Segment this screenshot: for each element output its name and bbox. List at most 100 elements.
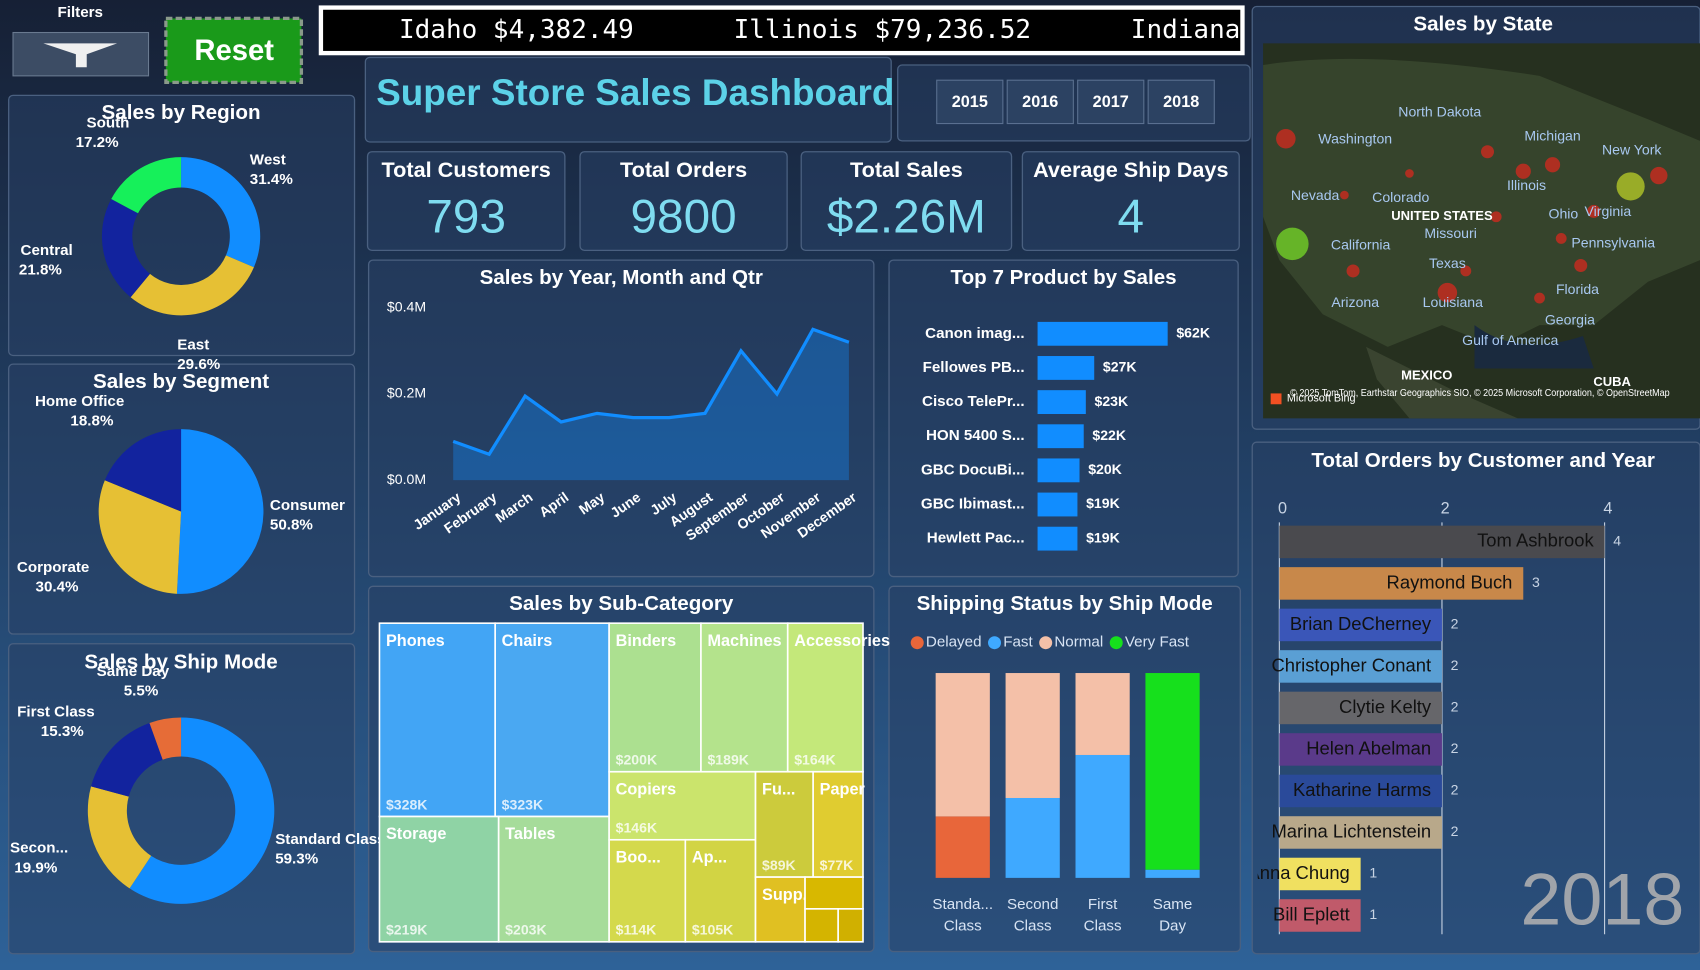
legend-label: Delayed [926, 634, 982, 651]
cell-label: Tables [505, 825, 555, 843]
map-label: Georgia [1545, 312, 1595, 328]
year-button[interactable] [1147, 79, 1215, 125]
slice-label: Consumer [270, 497, 345, 514]
data-label: 1 [1369, 865, 1377, 881]
map-label: Ohio [1549, 205, 1579, 221]
cell-value: $114K [616, 922, 658, 938]
slice [130, 255, 254, 316]
slice-value: 17.2% [76, 134, 120, 151]
slice-label: Standard Class [275, 831, 385, 848]
map-bubble [1405, 169, 1414, 178]
treemap-cell [700, 622, 789, 773]
data-label: 4 [1613, 533, 1621, 549]
kpi-card [1021, 151, 1240, 252]
map-provider: Microsoft Bing [1287, 393, 1356, 405]
year-label[interactable]: 2015 [952, 93, 988, 111]
bar [1279, 525, 1605, 559]
year-button[interactable] [936, 79, 1004, 125]
legend-label: Very Fast [1125, 634, 1190, 651]
x-tick-label: Same Day [1153, 896, 1193, 935]
bar-segment [1005, 797, 1060, 878]
ticker-item: Illinois $79,236.52 [734, 15, 1031, 45]
map-land [1366, 346, 1518, 419]
cell-label: Copiers [616, 780, 677, 798]
chart-title: Top 7 Product by Sales [951, 266, 1177, 289]
bar-label: Anna Chung [1247, 862, 1349, 883]
year-button[interactable] [1077, 79, 1145, 125]
map-label: Michigan [1524, 127, 1580, 143]
map-label: Virginia [1584, 203, 1631, 219]
slice-value: 15.3% [41, 723, 85, 740]
kpi-card [579, 151, 788, 252]
kpi-label: Total Sales [850, 157, 963, 182]
y-tick-label: GBC Ibimast... [921, 496, 1025, 513]
map-bubble [1587, 204, 1601, 218]
legend-label: Normal [1054, 634, 1103, 651]
bar-segment [1075, 673, 1130, 755]
slice [91, 722, 163, 797]
kpi-value: 4 [1118, 191, 1145, 244]
slice-label: East [177, 337, 209, 354]
bar-label: Marina Lichtenstein [1271, 820, 1431, 841]
bar-label: Helen Abelman [1306, 737, 1431, 758]
data-label: $22K [1092, 427, 1126, 443]
bar [1279, 567, 1524, 600]
data-label: $27K [1103, 359, 1137, 375]
bar-segment [1145, 869, 1200, 878]
slice-value: 31.4% [250, 171, 294, 188]
slice-value: 19.9% [14, 859, 58, 876]
chart-title: Sales by Year, Month and Qtr [480, 266, 763, 289]
slice-label: West [250, 152, 286, 169]
cell-label: Accessories [794, 632, 890, 650]
cell-label: Chairs [502, 632, 553, 650]
ticker-item: Idaho $4,382.49 [399, 15, 634, 45]
bar [1279, 899, 1361, 932]
map-label: UNITED STATES [1391, 208, 1493, 223]
plot: Tom Ashbrook 4 Raymond Buch 3 Brian DeCherne… [1247, 522, 1621, 935]
slice-label: Home Office [35, 393, 124, 410]
year-label[interactable]: 2018 [1163, 93, 1199, 111]
x-tick-label: First Class [1084, 896, 1122, 935]
map-bubble [1515, 163, 1531, 179]
map-label: California [1331, 237, 1391, 253]
reset-button[interactable] [164, 16, 304, 84]
slice-value: 18.8% [70, 413, 114, 430]
data-label: 2 [1451, 657, 1459, 673]
slice-label: South [86, 115, 129, 132]
treemap-cell [786, 622, 864, 773]
panel [367, 259, 875, 578]
map-label: Louisiana [1423, 294, 1483, 310]
map-bubble [1276, 128, 1296, 149]
map-bubble [1574, 259, 1588, 273]
map-water [1474, 325, 1594, 369]
map-bubble [1480, 145, 1495, 159]
area [453, 329, 849, 481]
slice [111, 157, 182, 214]
map-label: Missouri [1424, 225, 1476, 241]
data-label: $23K [1095, 393, 1129, 409]
cell-label: Phones [386, 632, 445, 650]
year-label[interactable]: 2017 [1093, 93, 1129, 111]
year-label[interactable]: 2016 [1022, 93, 1058, 111]
slice-value: 30.4% [36, 578, 80, 595]
legend-swatch [988, 636, 1002, 650]
y-tick-label: $0.4M [387, 299, 426, 315]
filters-label: Filters [57, 4, 102, 21]
bar-segment [1005, 673, 1060, 798]
bar-segment [1145, 673, 1200, 870]
slice-value: 29.6% [177, 356, 221, 373]
cell-value: $77K [820, 857, 854, 873]
year-button[interactable] [1006, 79, 1074, 125]
map-bubble [1490, 211, 1502, 223]
bar-label: Brian DeCherney [1290, 613, 1432, 634]
cell-label: Machines [707, 632, 781, 650]
cell-label: Ap... [692, 849, 727, 867]
panel [8, 643, 356, 955]
map-labels: North Dakota Washington Michigan New York Ne… [1291, 12, 1663, 389]
data-label: 1 [1369, 906, 1377, 922]
map-land [1263, 58, 1700, 347]
slice-value: 5.5% [124, 682, 159, 699]
bar [1279, 816, 1442, 849]
reset-label[interactable]: Reset [194, 35, 274, 67]
bing-logo [1270, 393, 1282, 405]
